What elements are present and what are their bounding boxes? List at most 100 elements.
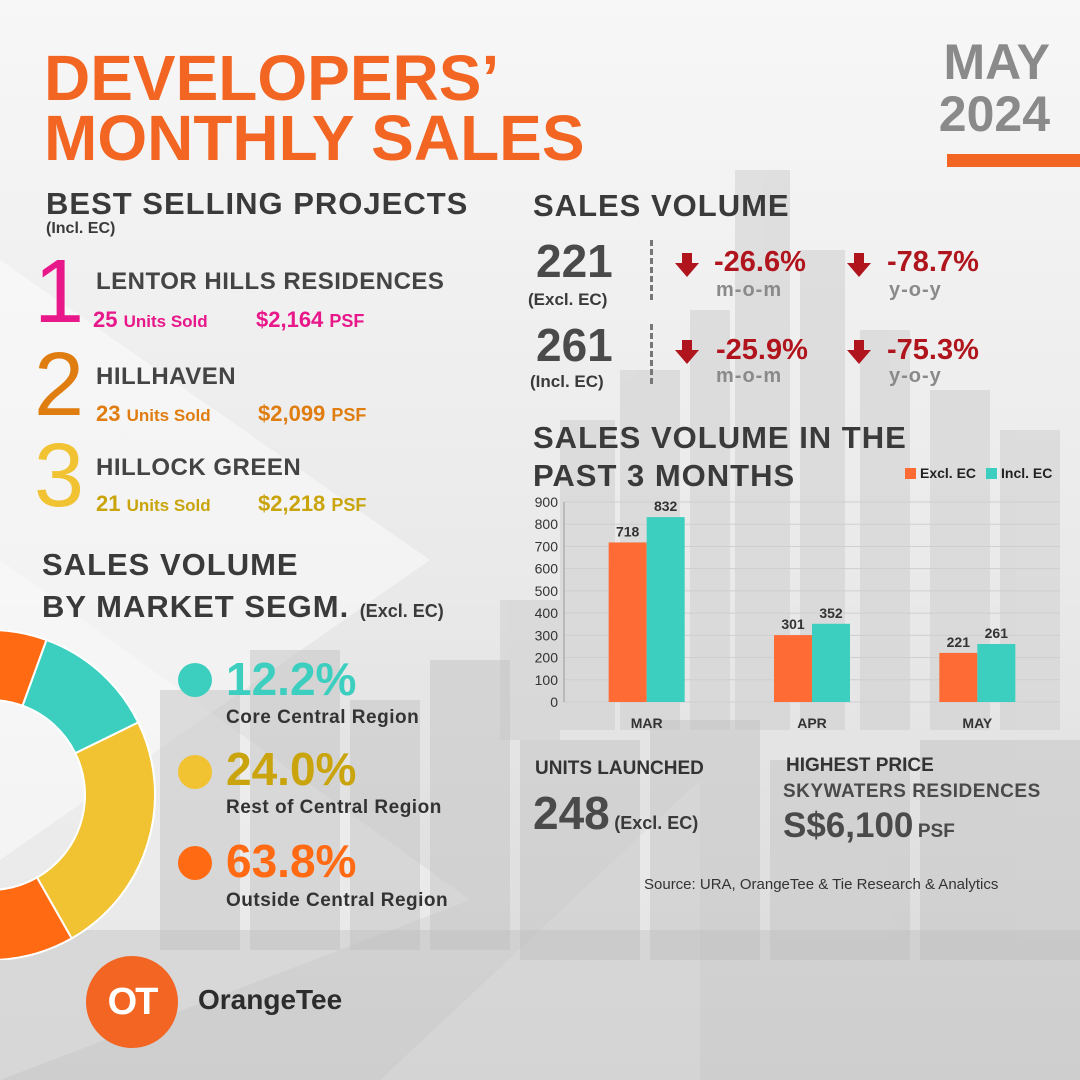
sales-volume-excl-value: 221 [536, 235, 613, 287]
units-launched-value: 248 [533, 787, 610, 839]
project-2-units-value: 23 [96, 401, 121, 426]
rank-3: 3 [34, 426, 85, 526]
sales-volume-incl-value: 261 [536, 319, 613, 371]
orange-dot-icon [178, 846, 212, 880]
y-tick-label: 700 [535, 538, 559, 554]
best-selling-note: (Incl. EC) [46, 220, 116, 237]
y-tick-label: 600 [535, 561, 559, 577]
bar-may-incl [977, 644, 1016, 702]
incl-mom-change: -25.9% [716, 334, 808, 366]
source-note: Source: URA, OrangeTee & Tie Research & … [644, 876, 999, 893]
segment-ccr-pct: 12.2% [226, 653, 357, 705]
project-3-price: $2,218 PSF [258, 491, 366, 517]
y-tick-label: 400 [535, 605, 559, 621]
legend-incl-label: Incl. EC [1001, 465, 1053, 481]
bar-may-excl [939, 652, 978, 702]
divider-line-1 [650, 240, 653, 300]
highest-price-value-wrap: S$6,100 PSF [783, 806, 955, 846]
project-1-price-unit: PSF [329, 311, 365, 331]
past3-heading-line-2: PAST 3 MONTHS [533, 458, 796, 493]
yellow-dot-icon [178, 755, 212, 789]
title-line-2: MONTHLY SALES [44, 102, 585, 174]
excl-yoy-label: y-o-y [889, 279, 942, 301]
y-tick-label: 500 [535, 583, 559, 599]
incl-yoy-label: y-o-y [889, 365, 942, 387]
y-tick-label: 900 [535, 494, 559, 510]
project-2-price: $2,099 PSF [258, 401, 366, 427]
teal-dot-icon [178, 663, 212, 697]
segment-ocr-pct: 63.8% [226, 835, 357, 887]
year-label: 2024 [938, 86, 1050, 142]
rank-2: 2 [34, 335, 85, 435]
project-1-units-value: 25 [93, 307, 118, 332]
segment-ccr-label: Core Central Region [226, 707, 420, 728]
highest-price-value: S$6,100 [783, 806, 914, 845]
bar-mar-excl [608, 542, 647, 702]
donut-slice-rcr [35, 721, 156, 940]
sales-volume-incl-caption: (Incl. EC) [530, 372, 604, 391]
chart-legend: Excl. EC Incl. EC [905, 465, 1052, 481]
month-label: MAY [943, 34, 1050, 90]
legend-excl-swatch [905, 467, 916, 479]
highest-price-unit: PSF [917, 821, 955, 842]
bar-apr-incl [812, 623, 850, 702]
data-label: 301 [781, 616, 805, 632]
logo-mark-text: OT [107, 980, 159, 1023]
donut-slice-ocr [0, 630, 74, 960]
bar-mar-incl [646, 517, 685, 702]
data-label: 261 [985, 625, 1009, 641]
data-label: 352 [819, 605, 843, 621]
segment-heading-line-1: SALES VOLUME [42, 547, 299, 582]
segment-heading-line-2-wrap: BY MARKET SEGM. (Excl. EC) [42, 589, 444, 625]
units-launched-note: (Excl. EC) [614, 813, 699, 833]
data-label: 718 [616, 523, 640, 539]
x-tick-label: APR [797, 715, 827, 731]
y-tick-label: 300 [535, 627, 559, 643]
y-tick-label: 0 [550, 694, 558, 710]
down-arrow-icon [847, 340, 871, 364]
project-1-units: 25 Units Sold [93, 307, 208, 333]
sales-volume-excl-caption: (Excl. EC) [528, 290, 608, 309]
month-underline-bar [947, 154, 1080, 167]
incl-yoy-change: -75.3% [887, 334, 979, 366]
units-launched-value-wrap: 248 (Excl. EC) [533, 786, 698, 840]
project-3-name: HILLOCK GREEN [96, 454, 302, 481]
project-3-price-unit: PSF [331, 495, 367, 515]
project-1-price-value: $2,164 [256, 307, 324, 332]
project-3-units: 21 Units Sold [96, 491, 211, 517]
project-2-price-unit: PSF [331, 405, 367, 425]
segment-heading-line-2: BY MARKET SEGM. [42, 589, 350, 624]
data-label: 832 [654, 498, 678, 514]
segment-ocr-label: Outside Central Region [226, 890, 449, 911]
highest-price-project: SKYWATERS RESIDENCES [783, 781, 1041, 802]
sales-volume-heading: SALES VOLUME [533, 188, 790, 223]
incl-mom-label: m-o-m [716, 365, 783, 387]
brand-name: OrangeTee [198, 984, 343, 1015]
down-arrow-icon [675, 253, 699, 277]
down-arrow-icon [847, 253, 871, 277]
project-2-units: 23 Units Sold [96, 401, 211, 427]
down-arrow-icon [675, 340, 699, 364]
segment-donut-chart [0, 630, 156, 960]
orangetee-logo-icon: OT [86, 956, 178, 1048]
legend-excl-label: Excl. EC [920, 465, 977, 481]
excl-yoy-change: -78.7% [887, 246, 979, 278]
excl-mom-label: m-o-m [716, 279, 783, 301]
project-3-price-value: $2,218 [258, 491, 326, 516]
legend-incl-swatch [986, 467, 998, 479]
best-selling-heading: BEST SELLING PROJECTS [46, 186, 469, 221]
project-1-units-label: Units Sold [123, 312, 208, 331]
segment-note: (Excl. EC) [359, 601, 444, 621]
past-3-months-bar-chart: 0 100 200 300 400 500 600 700 800 900 718 832 MAR 301… [535, 494, 1060, 731]
project-3-units-label: Units Sold [126, 496, 211, 515]
x-tick-label: MAR [631, 715, 663, 731]
x-tick-label: MAY [962, 715, 992, 731]
segment-rcr-pct: 24.0% [226, 743, 357, 795]
y-tick-label: 800 [535, 516, 559, 532]
title-line-1: DEVELOPERS’ [44, 42, 500, 114]
divider-line-2 [650, 324, 653, 384]
bar-apr-excl [774, 635, 812, 702]
project-3-units-value: 21 [96, 491, 121, 516]
past3-heading-line-1: SALES VOLUME IN THE [533, 420, 907, 455]
segment-rcr-label: Rest of Central Region [226, 797, 442, 818]
